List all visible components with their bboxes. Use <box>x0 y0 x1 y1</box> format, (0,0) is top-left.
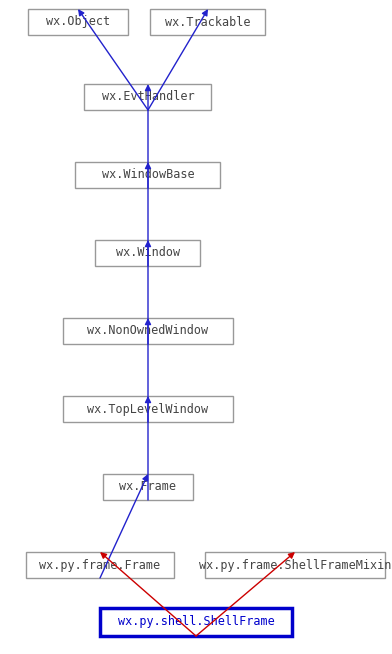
Bar <box>100 608 292 636</box>
Bar <box>76 162 220 188</box>
Text: wx.py.frame.Frame: wx.py.frame.Frame <box>40 559 161 572</box>
Bar <box>26 552 174 578</box>
Bar <box>28 9 128 35</box>
Bar <box>205 552 385 578</box>
Text: wx.Trackable: wx.Trackable <box>165 16 251 29</box>
Text: wx.py.shell.ShellFrame: wx.py.shell.ShellFrame <box>118 615 274 628</box>
Text: wx.NonOwnedWindow: wx.NonOwnedWindow <box>87 324 209 337</box>
Bar <box>151 9 265 35</box>
Bar <box>63 318 233 344</box>
Text: wx.py.frame.ShellFrameMixin: wx.py.frame.ShellFrameMixin <box>199 559 391 572</box>
Bar <box>63 396 233 422</box>
Bar <box>85 84 212 110</box>
Bar <box>103 474 193 500</box>
Text: wx.Frame: wx.Frame <box>120 481 176 494</box>
Text: wx.Window: wx.Window <box>116 247 180 260</box>
Text: wx.EvtHandler: wx.EvtHandler <box>102 90 194 103</box>
Text: wx.WindowBase: wx.WindowBase <box>102 169 194 182</box>
Text: wx.Object: wx.Object <box>46 16 110 29</box>
Bar <box>96 240 200 266</box>
Text: wx.TopLevelWindow: wx.TopLevelWindow <box>87 402 209 415</box>
